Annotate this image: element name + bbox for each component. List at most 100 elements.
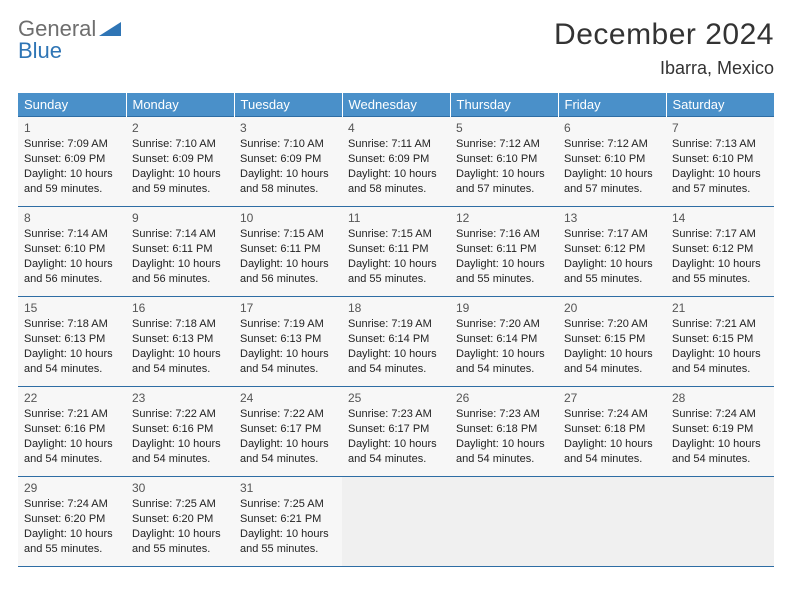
day-number: 30: [132, 481, 228, 495]
day-number: 20: [564, 301, 660, 315]
calendar-cell: 25Sunrise: 7:23 AMSunset: 6:17 PMDayligh…: [342, 387, 450, 477]
daylight-text: Daylight: 10 hours: [672, 257, 768, 272]
daylight-text: Daylight: 10 hours: [672, 167, 768, 182]
daylight-text2: and 54 minutes.: [24, 362, 120, 377]
day-number: 4: [348, 121, 444, 135]
sunrise-text: Sunrise: 7:09 AM: [24, 137, 120, 152]
day-number: 22: [24, 391, 120, 405]
day-info: Sunrise: 7:14 AMSunset: 6:10 PMDaylight:…: [24, 227, 120, 287]
daylight-text: Daylight: 10 hours: [240, 527, 336, 542]
day-number: 10: [240, 211, 336, 225]
day-info: Sunrise: 7:13 AMSunset: 6:10 PMDaylight:…: [672, 137, 768, 197]
day-number: 15: [24, 301, 120, 315]
sunset-text: Sunset: 6:18 PM: [456, 422, 552, 437]
day-number: 31: [240, 481, 336, 495]
sunset-text: Sunset: 6:12 PM: [564, 242, 660, 257]
daylight-text2: and 54 minutes.: [240, 362, 336, 377]
day-number: 21: [672, 301, 768, 315]
sunrise-text: Sunrise: 7:10 AM: [240, 137, 336, 152]
calendar-cell: 14 Sunrise: 7:17 AMSunset: 6:12 PMDayligh…: [666, 207, 774, 297]
calendar-cell: 12Sunrise: 7:16 AMSunset: 6:11 PMDayligh…: [450, 207, 558, 297]
day-info: Sunrise: 7:17 AMSunset: 6:12 PMDaylight:…: [564, 227, 660, 287]
sunrise-text: Sunrise: 7:15 AM: [240, 227, 336, 242]
daylight-text: Daylight: 10 hours: [348, 347, 444, 362]
calendar-cell: [450, 477, 558, 567]
daylight-text: Daylight: 10 hours: [132, 257, 228, 272]
sunrise-text: Sunrise: 7:20 AM: [456, 317, 552, 332]
day-info: Sunrise: 7:22 AMSunset: 6:17 PMDaylight:…: [240, 407, 336, 467]
daylight-text: Daylight: 10 hours: [132, 347, 228, 362]
day-number: 23: [132, 391, 228, 405]
sunset-text: Sunset: 6:11 PM: [348, 242, 444, 257]
day-info: Sunrise: 7:10 AMSunset: 6:09 PMDaylight:…: [240, 137, 336, 197]
calendar-cell: 9Sunrise: 7:14 AMSunset: 6:11 PMDaylight…: [126, 207, 234, 297]
sunset-text: Sunset: 6:19 PM: [672, 422, 768, 437]
sunset-text: Sunset: 6:09 PM: [348, 152, 444, 167]
daylight-text2: and 58 minutes.: [240, 182, 336, 197]
daylight-text: Daylight: 10 hours: [564, 347, 660, 362]
calendar-cell: 22Sunrise: 7:21 AMSunset: 6:16 PMDayligh…: [18, 387, 126, 477]
day-number: 3: [240, 121, 336, 135]
daylight-text: Daylight: 10 hours: [240, 347, 336, 362]
day-info: Sunrise: 7:22 AMSunset: 6:16 PMDaylight:…: [132, 407, 228, 467]
logo: General Blue: [18, 18, 121, 62]
sunset-text: Sunset: 6:12 PM: [672, 242, 768, 257]
day-number: 29: [24, 481, 120, 495]
calendar-row: 8Sunrise: 7:14 AMSunset: 6:10 PMDaylight…: [18, 207, 774, 297]
sunrise-text: Sunrise: 7:19 AM: [240, 317, 336, 332]
daylight-text: Daylight: 10 hours: [564, 437, 660, 452]
sunset-text: Sunset: 6:10 PM: [564, 152, 660, 167]
weekday-header: Saturday: [666, 93, 774, 117]
day-info: Sunrise: 7:17 AMSunset: 6:12 PMDaylight:…: [672, 227, 768, 287]
day-info: Sunrise: 7:15 AMSunset: 6:11 PMDaylight:…: [348, 227, 444, 287]
calendar-cell: 27Sunrise: 7:24 AMSunset: 6:18 PMDayligh…: [558, 387, 666, 477]
sunrise-text: Sunrise: 7:12 AM: [564, 137, 660, 152]
calendar-header-row: Sunday Monday Tuesday Wednesday Thursday…: [18, 93, 774, 117]
daylight-text: Daylight: 10 hours: [240, 437, 336, 452]
calendar-cell: 5Sunrise: 7:12 AMSunset: 6:10 PMDaylight…: [450, 117, 558, 207]
sunset-text: Sunset: 6:13 PM: [240, 332, 336, 347]
daylight-text: Daylight: 10 hours: [132, 167, 228, 182]
daylight-text: Daylight: 10 hours: [132, 437, 228, 452]
daylight-text2: and 54 minutes.: [348, 452, 444, 467]
day-number: 26: [456, 391, 552, 405]
calendar-cell: 7Sunrise: 7:13 AMSunset: 6:10 PMDaylight…: [666, 117, 774, 207]
calendar-cell: 26Sunrise: 7:23 AMSunset: 6:18 PMDayligh…: [450, 387, 558, 477]
calendar-cell: 3 Sunrise: 7:10 AMSunset: 6:09 PMDaylight…: [234, 117, 342, 207]
sunrise-text: Sunrise: 7:23 AM: [456, 407, 552, 422]
day-info: Sunrise: 7:20 AMSunset: 6:15 PMDaylight:…: [564, 317, 660, 377]
weekday-header: Sunday: [18, 93, 126, 117]
sunrise-text: Sunrise: 7:18 AM: [132, 317, 228, 332]
day-number: 2: [132, 121, 228, 135]
calendar-cell: 11Sunrise: 7:15 AMSunset: 6:11 PMDayligh…: [342, 207, 450, 297]
calendar-row: 1Sunrise: 7:09 AMSunset: 6:09 PMDaylight…: [18, 117, 774, 207]
day-info: Sunrise: 7:24 AMSunset: 6:20 PMDaylight:…: [24, 497, 120, 557]
day-info: Sunrise: 7:18 AMSunset: 6:13 PMDaylight:…: [24, 317, 120, 377]
sunrise-text: Sunrise: 7:14 AM: [24, 227, 120, 242]
day-info: Sunrise: 7:21 AMSunset: 6:15 PMDaylight:…: [672, 317, 768, 377]
daylight-text: Daylight: 10 hours: [672, 437, 768, 452]
sunset-text: Sunset: 6:13 PM: [24, 332, 120, 347]
sunrise-text: Sunrise: 7:17 AM: [672, 227, 768, 242]
day-number: 6: [564, 121, 660, 135]
sunset-text: Sunset: 6:14 PM: [348, 332, 444, 347]
daylight-text: Daylight: 10 hours: [132, 527, 228, 542]
sunrise-text: Sunrise: 7:22 AM: [240, 407, 336, 422]
sunrise-text: Sunrise: 7:20 AM: [564, 317, 660, 332]
calendar-cell: 8Sunrise: 7:14 AMSunset: 6:10 PMDaylight…: [18, 207, 126, 297]
daylight-text2: and 54 minutes.: [564, 362, 660, 377]
day-number: 14: [672, 211, 768, 225]
calendar-cell: [558, 477, 666, 567]
day-info: Sunrise: 7:25 AMSunset: 6:20 PMDaylight:…: [132, 497, 228, 557]
sunset-text: Sunset: 6:16 PM: [24, 422, 120, 437]
daylight-text2: and 54 minutes.: [132, 452, 228, 467]
daylight-text2: and 55 minutes.: [564, 272, 660, 287]
logo-text: General Blue: [18, 18, 121, 62]
daylight-text: Daylight: 10 hours: [348, 257, 444, 272]
daylight-text2: and 55 minutes.: [24, 542, 120, 557]
sunrise-text: Sunrise: 7:16 AM: [456, 227, 552, 242]
sunrise-text: Sunrise: 7:15 AM: [348, 227, 444, 242]
daylight-text: Daylight: 10 hours: [24, 257, 120, 272]
daylight-text: Daylight: 10 hours: [672, 347, 768, 362]
sunrise-text: Sunrise: 7:24 AM: [672, 407, 768, 422]
